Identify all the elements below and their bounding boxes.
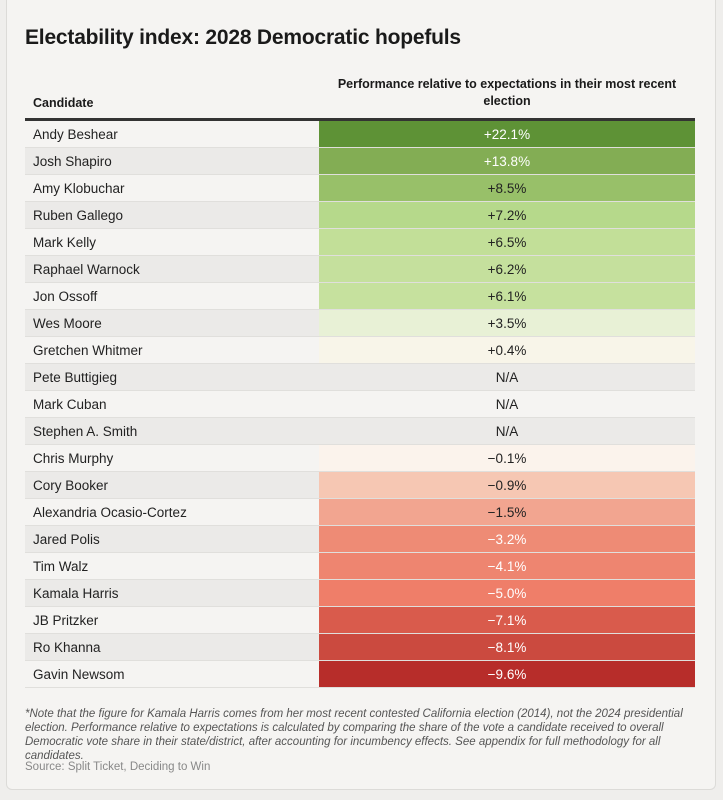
performance-value-cell: +6.5%: [319, 228, 695, 256]
table-row: Josh Shapiro +13.8%: [25, 147, 695, 175]
candidate-name: Stephen A. Smith: [25, 417, 319, 445]
table-row: Wes Moore +3.5%: [25, 309, 695, 337]
candidate-name: Pete Buttigieg: [25, 363, 319, 391]
performance-value-cell: +22.1%: [319, 119, 695, 148]
table-row: Gretchen Whitmer +0.4%: [25, 336, 695, 364]
candidate-name: Chris Murphy: [25, 444, 319, 472]
performance-value-cell: −1.5%: [319, 498, 695, 526]
table-row: Amy Klobuchar +8.5%: [25, 174, 695, 202]
performance-value-cell: −8.1%: [319, 633, 695, 661]
table-header-row: Candidate Performance relative to expect…: [25, 72, 695, 121]
table-row: Ro Khanna −8.1%: [25, 633, 695, 661]
performance-value-cell: +13.8%: [319, 147, 695, 175]
candidate-name: Kamala Harris: [25, 579, 319, 607]
table-row: Chris Murphy −0.1%: [25, 444, 695, 472]
candidate-name: Jon Ossoff: [25, 282, 319, 310]
candidate-name: Tim Walz: [25, 552, 319, 580]
candidate-name: Andy Beshear: [25, 119, 319, 148]
table-row: Ruben Gallego +7.2%: [25, 201, 695, 229]
table-row: Pete Buttigieg N/A: [25, 363, 695, 391]
candidate-name: Gretchen Whitmer: [25, 336, 319, 364]
chart-title: Electability index: 2028 Democratic hope…: [25, 26, 461, 49]
table-row: Cory Booker −0.9%: [25, 471, 695, 499]
column-header-candidate[interactable]: Candidate: [25, 72, 319, 121]
table-row: Alexandria Ocasio-Cortez −1.5%: [25, 498, 695, 526]
table-row: Jon Ossoff +6.1%: [25, 282, 695, 310]
table-row: Mark Cuban N/A: [25, 390, 695, 418]
table-row: Gavin Newsom −9.6%: [25, 660, 695, 688]
candidate-name: Mark Kelly: [25, 228, 319, 256]
electability-table: Candidate Performance relative to expect…: [25, 72, 695, 688]
table-row: Tim Walz −4.1%: [25, 552, 695, 580]
performance-value-cell: −3.2%: [319, 525, 695, 553]
performance-value-cell: −9.6%: [319, 660, 695, 688]
performance-value-cell: +7.2%: [319, 201, 695, 229]
candidate-name: Jared Polis: [25, 525, 319, 553]
performance-value-cell: −5.0%: [319, 579, 695, 607]
candidate-name: Ruben Gallego: [25, 201, 319, 229]
table-row: JB Pritzker −7.1%: [25, 606, 695, 634]
performance-value-cell: +8.5%: [319, 174, 695, 202]
performance-value-cell: −0.1%: [319, 444, 695, 472]
candidate-name: Ro Khanna: [25, 633, 319, 661]
candidate-name: Wes Moore: [25, 309, 319, 337]
table-row: Mark Kelly +6.5%: [25, 228, 695, 256]
candidate-name: Mark Cuban: [25, 390, 319, 418]
performance-value-cell: +6.2%: [319, 255, 695, 283]
candidate-name: JB Pritzker: [25, 606, 319, 634]
performance-value-cell: N/A: [319, 417, 695, 445]
table-row: Jared Polis −3.2%: [25, 525, 695, 553]
column-header-performance[interactable]: Performance relative to expectations in …: [319, 72, 695, 121]
performance-value-cell: N/A: [319, 363, 695, 391]
candidate-name: Alexandria Ocasio-Cortez: [25, 498, 319, 526]
candidate-name: Cory Booker: [25, 471, 319, 499]
performance-value-cell: +0.4%: [319, 336, 695, 364]
performance-value-cell: −7.1%: [319, 606, 695, 634]
source-line: Source: Split Ticket, Deciding to Win: [25, 761, 211, 773]
candidate-name: Gavin Newsom: [25, 660, 319, 688]
footnote: *Note that the figure for Kamala Harris …: [25, 708, 683, 762]
performance-value-cell: −0.9%: [319, 471, 695, 499]
table-row: Andy Beshear +22.1%: [25, 119, 695, 148]
performance-value-cell: +6.1%: [319, 282, 695, 310]
candidate-name: Josh Shapiro: [25, 147, 319, 175]
candidate-name: Raphael Warnock: [25, 255, 319, 283]
table-row: Stephen A. Smith N/A: [25, 417, 695, 445]
performance-value-cell: +3.5%: [319, 309, 695, 337]
table-row: Raphael Warnock +6.2%: [25, 255, 695, 283]
performance-value-cell: −4.1%: [319, 552, 695, 580]
candidate-name: Amy Klobuchar: [25, 174, 319, 202]
table-row: Kamala Harris −5.0%: [25, 579, 695, 607]
performance-value-cell: N/A: [319, 390, 695, 418]
